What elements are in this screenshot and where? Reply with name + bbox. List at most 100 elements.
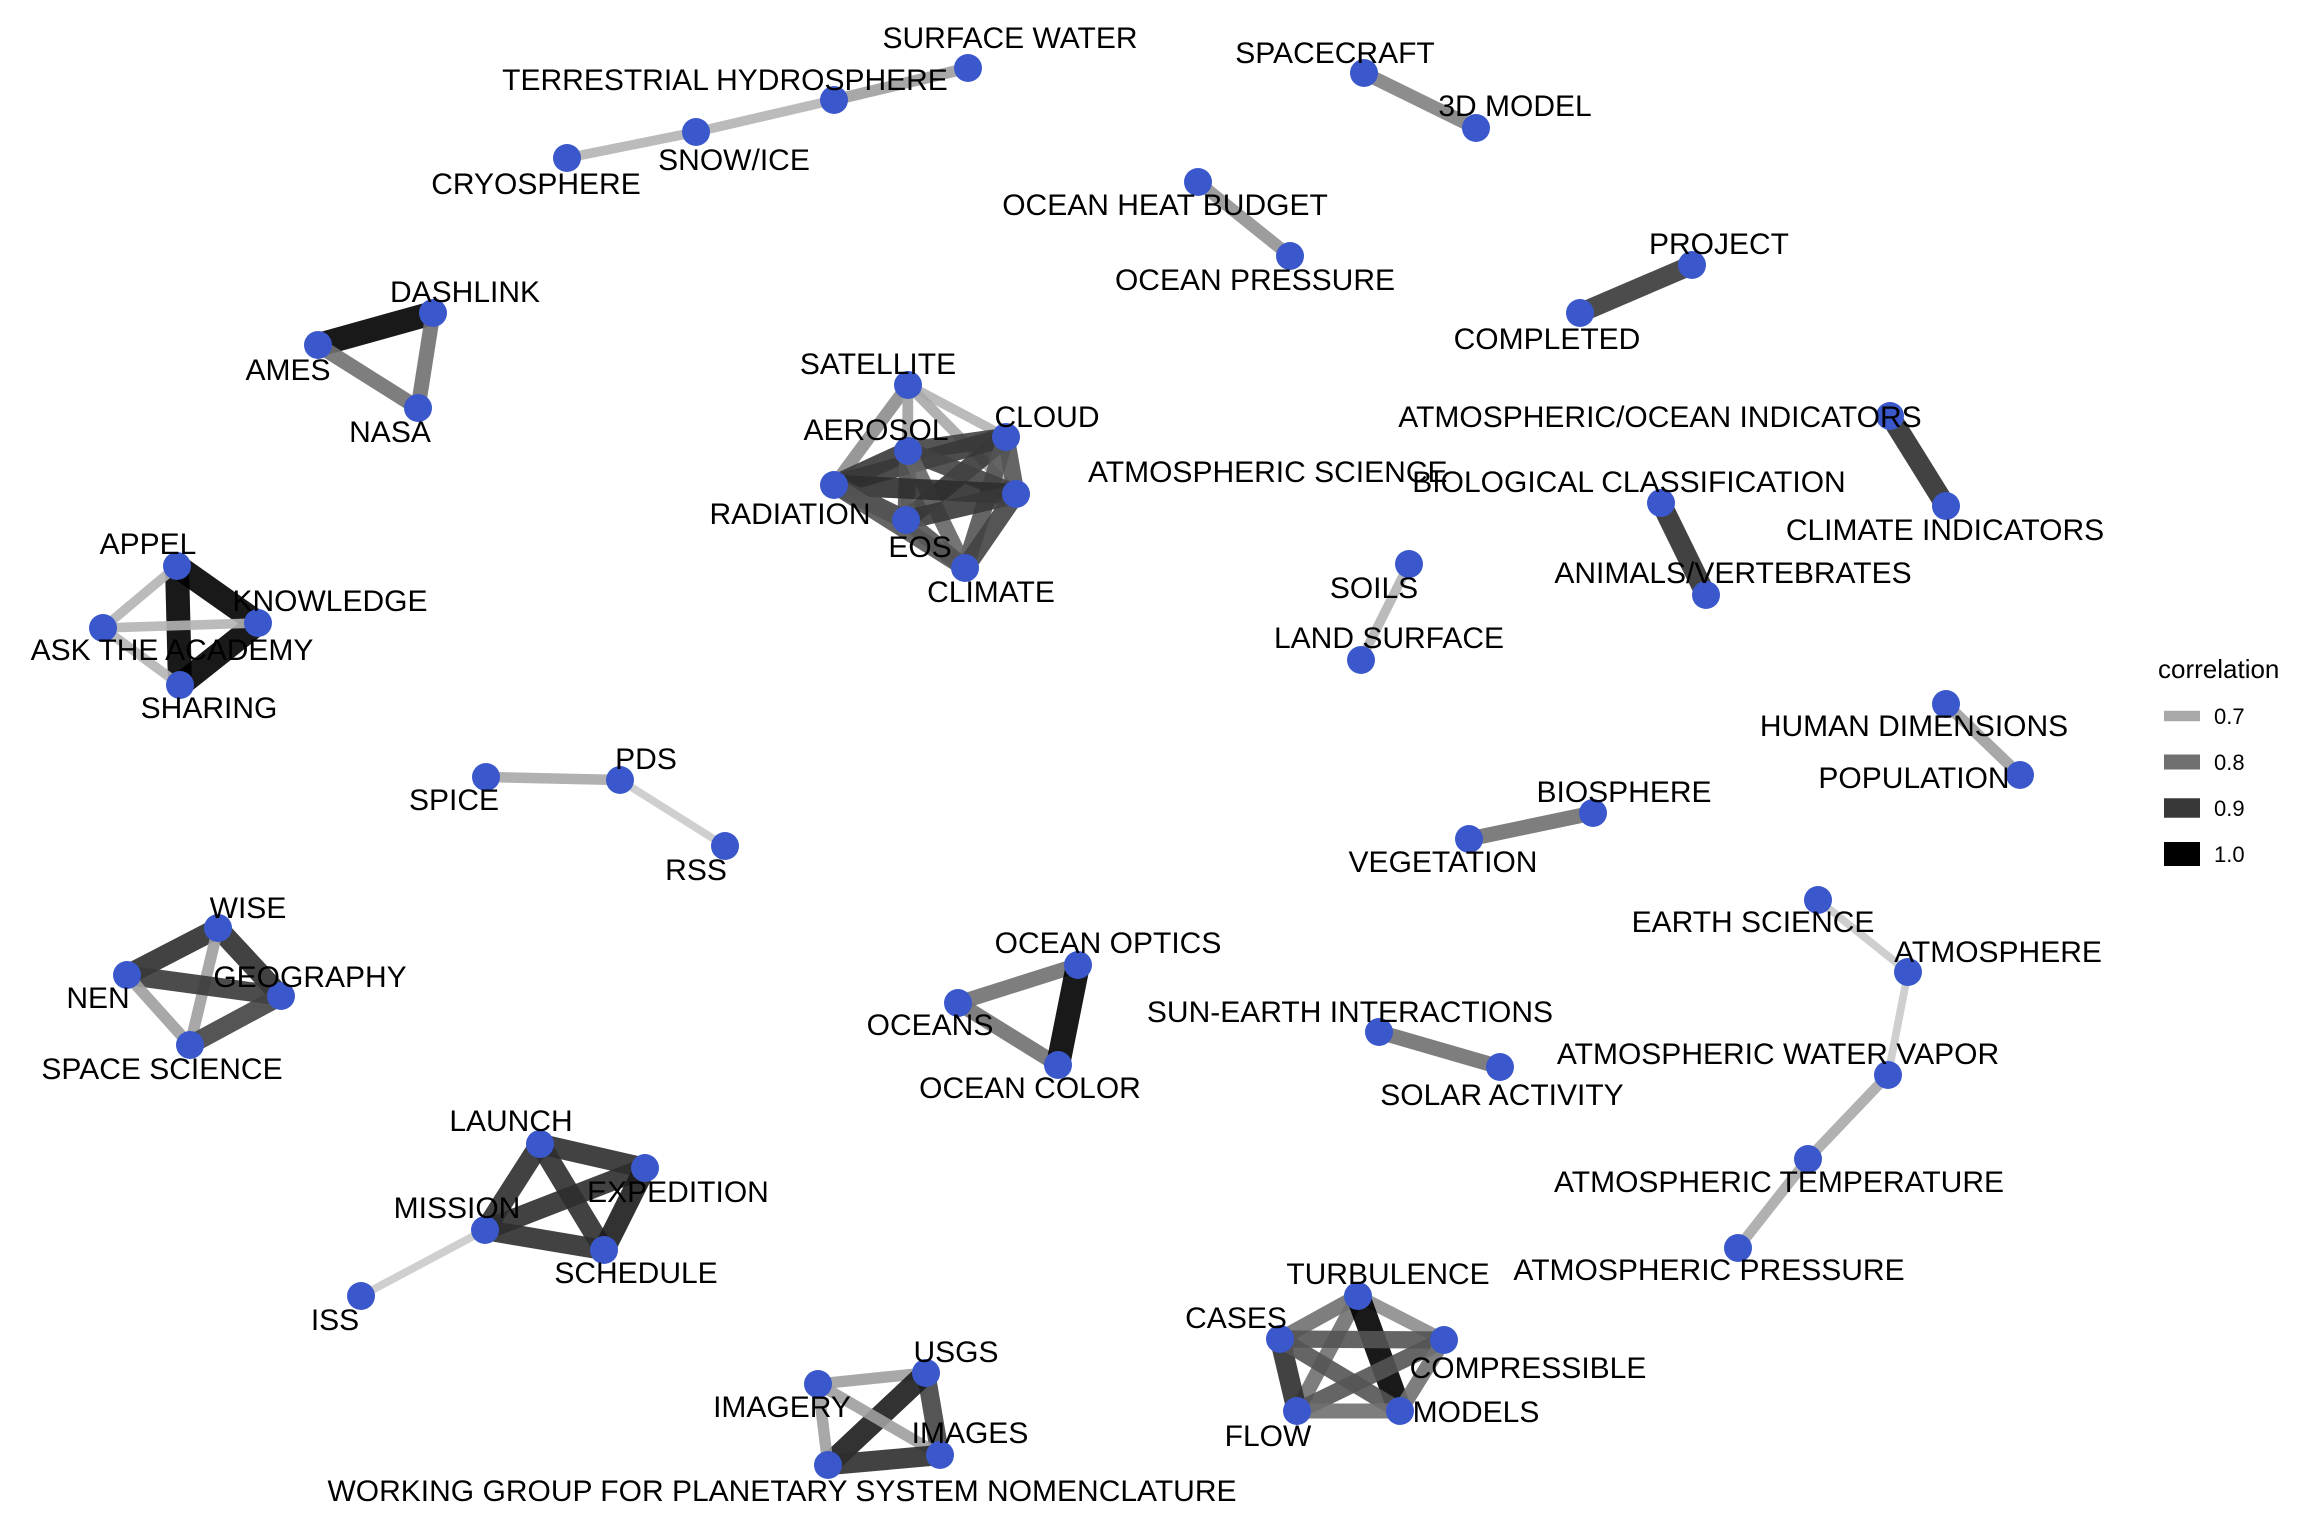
node-atmospheric-science — [1002, 480, 1030, 508]
edge-soils-land-surface — [1356, 561, 1414, 663]
node-solar-activity — [1486, 1053, 1514, 1081]
node-label-imagery: IMAGERY — [713, 1391, 851, 1424]
node-label-ocean-pressure: OCEAN PRESSURE — [1115, 264, 1395, 297]
node-satellite — [894, 371, 922, 399]
node-compressible — [1430, 1326, 1458, 1354]
node-earth-science — [1804, 886, 1832, 914]
edge-cases-compressible — [1279, 1330, 1445, 1349]
node-schedule — [590, 1236, 618, 1264]
node-label-knowledge: KNOWLEDGE — [232, 585, 427, 618]
node-label-spacecraft: SPACECRAFT — [1235, 37, 1434, 70]
edge-knowledge-sharing — [172, 613, 266, 695]
node-cryosphere — [553, 144, 581, 172]
node-label-turbulence: TURBULENCE — [1286, 1258, 1489, 1291]
edges-layer — [99, 62, 2024, 1476]
node-appel — [163, 552, 191, 580]
node-label-models: MODELS — [1413, 1396, 1540, 1429]
edge-compressible-flow — [1293, 1332, 1448, 1419]
node-label-atmosphere: ATMOSPHERE — [1894, 936, 2102, 969]
node-label-atmospheric-pressure: ATMOSPHERIC PRESSURE — [1513, 1254, 1904, 1287]
node-label-surface-water: SURFACE WATER — [882, 22, 1137, 55]
node-climate — [951, 554, 979, 582]
node-atmospheric-ocean-indicators — [1876, 402, 1904, 430]
node-label-working-group: WORKING GROUP FOR PLANETARY SYSTEM NOMEN… — [327, 1475, 1236, 1508]
node-label-appel: APPEL — [100, 528, 197, 561]
node-label-climate-indicators: CLIMATE INDICATORS — [1786, 514, 2104, 547]
edge-mission-iss — [359, 1226, 487, 1300]
node-geography — [267, 982, 295, 1010]
node-label-solar-activity: SOLAR ACTIVITY — [1380, 1079, 1623, 1112]
node-label-schedule: SCHEDULE — [554, 1257, 717, 1290]
edge-spice-pds — [485, 771, 621, 786]
edge-turbulence-flow — [1290, 1292, 1365, 1415]
edge-project-completed — [1576, 256, 1696, 322]
node-label-space-science: SPACE SCIENCE — [41, 1053, 282, 1086]
node-label-climate: CLIMATE — [927, 576, 1055, 609]
node-label-sharing: SHARING — [141, 692, 278, 725]
node-usgs — [912, 1359, 940, 1387]
node-label-rss: RSS — [665, 854, 727, 887]
node-label-biosphere: BIOSPHERE — [1536, 776, 1711, 809]
node-label-completed: COMPLETED — [1454, 323, 1641, 356]
edge-images-working-group — [827, 1444, 941, 1476]
edge-cases-models — [1275, 1331, 1405, 1419]
node-ocean-heat-budget — [1184, 168, 1212, 196]
node-ames — [304, 331, 332, 359]
node-dashlink — [419, 299, 447, 327]
node-cases — [1266, 1325, 1294, 1353]
node-population — [2006, 761, 2034, 789]
legend-entries: 0.7 0.8 0.9 1.0 — [2164, 704, 2245, 867]
node-human-dimensions — [1932, 690, 1960, 718]
nodes-layer — [89, 54, 2034, 1479]
node-label-launch: LAUNCH — [449, 1105, 572, 1138]
edge-nen-geography — [125, 965, 283, 1006]
node-label-spice: SPICE — [409, 784, 499, 817]
node-label-oceans: OCEANS — [867, 1009, 994, 1042]
node-models — [1386, 1397, 1414, 1425]
edge-appel-knowledge — [170, 556, 265, 633]
edge-atmospheric-temperature-atmospheric-pressure — [1733, 1155, 1813, 1252]
node-label-vegetation: VEGETATION — [1349, 846, 1538, 879]
node-label-pds: PDS — [615, 743, 677, 776]
edge-ask-the-academy-sharing — [100, 624, 183, 689]
node-project — [1678, 251, 1706, 279]
node-label-population: POPULATION — [1818, 762, 2009, 795]
edge-dashlink-nasa — [410, 311, 441, 410]
node-label-cases: CASES — [1185, 1302, 1287, 1335]
node-animals-vertebrates — [1692, 581, 1720, 609]
node-label-satellite: SATELLITE — [800, 348, 956, 381]
node-label-radiation: RADIATION — [709, 498, 870, 531]
node-label-ames: AMES — [245, 354, 330, 387]
node-land-surface — [1347, 646, 1375, 674]
edge-imagery-images — [815, 1379, 943, 1460]
node-aerosol — [894, 437, 922, 465]
node-label-atmospheric-ocean-indicators: ATMOSPHERIC/OCEAN INDICATORS — [1398, 401, 1921, 434]
edge-atmospheric-science-eos — [903, 484, 1019, 530]
node-imagery — [804, 1370, 832, 1398]
node-ocean-optics — [1064, 951, 1092, 979]
node-label-usgs: USGS — [913, 1336, 998, 1369]
edge-terrestrial-hydrosphere-snow-ice — [694, 95, 836, 137]
node-pds — [606, 766, 634, 794]
node-sun-earth-interactions — [1365, 1018, 1393, 1046]
legend-title: correlation — [2158, 654, 2279, 684]
edge-pds-rss — [617, 776, 728, 850]
node-label-atmospheric-science: ATMOSPHERIC SCIENCE — [1088, 456, 1448, 489]
node-nen — [113, 961, 141, 989]
node-label-terrestrial-hydrosphere: TERRESTRIAL HYDROSPHERE — [502, 64, 948, 97]
edge-ocean-optics-ocean-color — [1046, 962, 1090, 1068]
node-sharing — [166, 671, 194, 699]
node-nasa — [404, 394, 432, 422]
node-3d-model — [1462, 114, 1490, 142]
edge-atmosphere-atmospheric-water-vapor — [1884, 971, 1912, 1076]
node-label-geography: GEOGRAPHY — [213, 961, 406, 994]
edge-satellite-cloud — [905, 380, 1009, 442]
edge-ask-the-academy-knowledge — [102, 618, 259, 633]
node-surface-water — [954, 54, 982, 82]
edge-surface-water-terrestrial-hydrosphere — [832, 62, 970, 106]
edge-expedition-mission — [481, 1158, 649, 1240]
node-images — [926, 1441, 954, 1469]
edge-biological-classification-animals-vertebrates — [1651, 498, 1716, 600]
labels-layer: SURFACE WATER TERRESTRIAL HYDROSPHERE SNOW… — [31, 22, 2105, 1508]
